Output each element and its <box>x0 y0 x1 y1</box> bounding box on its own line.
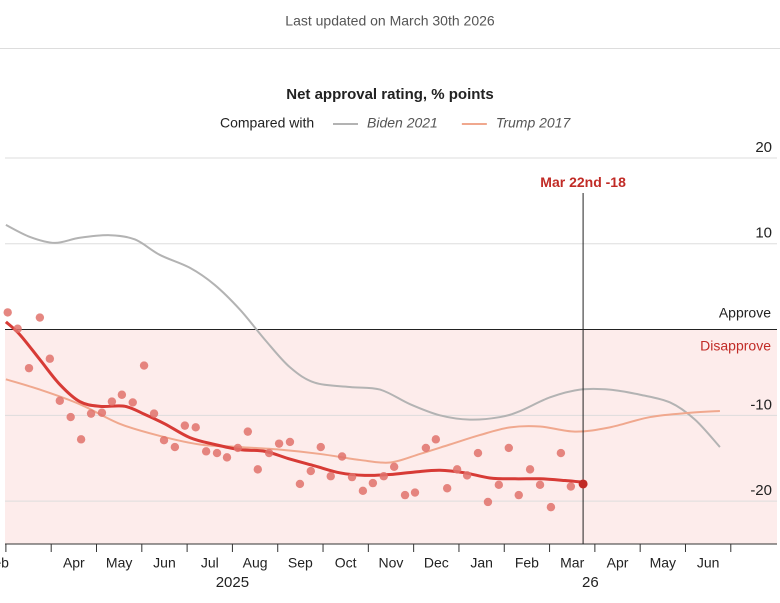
x-tick-label: Feb <box>0 555 9 571</box>
poll-dot <box>222 453 232 462</box>
y-tick-label: -20 <box>750 482 772 499</box>
x-tick-label: Aug <box>243 555 268 571</box>
poll-dot <box>86 409 96 418</box>
poll-dot <box>546 502 556 512</box>
poll-dot <box>97 408 107 417</box>
y-tick-label: -10 <box>750 396 772 413</box>
poll-dot <box>107 397 117 406</box>
poll-dot <box>3 308 12 317</box>
poll-dot <box>316 442 325 452</box>
x-tick-label: Jul <box>201 555 219 571</box>
poll-dot <box>233 443 243 453</box>
legend: Biden 2021 Trump 2017 <box>333 115 572 131</box>
poll-dot <box>337 452 347 461</box>
comparison-line <box>5 378 720 464</box>
poll-dot <box>55 396 65 405</box>
comparison-line <box>5 224 721 448</box>
annotation-date: Mar 22nd <box>540 174 601 190</box>
poll-dot <box>117 390 127 399</box>
y-tick-label: 20 <box>755 139 772 156</box>
poll-dot <box>379 472 388 481</box>
x-tick-label: Nov <box>379 555 404 571</box>
x-tick-label: May <box>106 555 132 571</box>
poll-dot <box>358 486 368 496</box>
poll-dot <box>128 398 137 407</box>
poll-dot <box>483 497 493 507</box>
poll-dot <box>139 361 149 370</box>
poll-dot <box>431 435 441 444</box>
poll-dot <box>212 448 222 458</box>
x-tick-label: Mar <box>560 555 584 571</box>
poll-dot <box>326 472 335 481</box>
legend-label: Trump 2017 <box>496 115 572 131</box>
annotation-dot <box>578 479 588 489</box>
poll-dot <box>452 465 462 474</box>
poll-dot <box>76 435 86 444</box>
approve-label: Approve <box>719 304 771 320</box>
poll-dot <box>421 443 431 453</box>
poll-dot <box>243 427 253 436</box>
disapprove-label: Disapprove <box>700 337 771 353</box>
poll-dot <box>525 465 535 474</box>
poll-dot <box>306 466 315 476</box>
y-tick-label: 10 <box>755 225 772 242</box>
disapprove-area <box>5 329 777 544</box>
poll-dot <box>274 439 284 448</box>
poll-dot <box>45 354 55 363</box>
poll-dot <box>13 324 22 333</box>
poll-dot <box>442 484 452 493</box>
legend-label: Biden 2021 <box>367 115 438 131</box>
poll-dot <box>170 442 180 452</box>
poll-dot <box>201 447 211 456</box>
x-tick-label: Oct <box>335 555 357 571</box>
poll-dot <box>159 436 169 445</box>
poll-dot <box>535 480 545 490</box>
poll-dot <box>180 421 190 430</box>
poll-dot <box>514 490 523 500</box>
poll-dot <box>400 490 410 500</box>
poll-dot <box>410 488 420 497</box>
poll-dot <box>264 448 274 458</box>
annotation-label: Mar 22nd -18 <box>540 174 626 190</box>
x-year-label: 2025 <box>216 574 249 591</box>
poll-dot <box>504 443 513 453</box>
poll-dot <box>253 465 262 474</box>
legend-intro: Compared with <box>220 115 314 131</box>
x-tick-label: May <box>650 555 676 571</box>
x-tick-label: Sep <box>288 555 313 571</box>
poll-dot <box>24 363 34 373</box>
poll-dot <box>191 423 200 432</box>
updated-note: Last updated on March 30th 2026 <box>285 13 495 29</box>
poll-dot <box>149 409 159 418</box>
poll-dot <box>473 448 483 458</box>
poll-dot <box>285 437 295 447</box>
x-tick-label: Jun <box>697 555 720 571</box>
x-tick-label: Dec <box>424 555 449 571</box>
x-tick-label: Apr <box>607 555 629 571</box>
chart-title: Net approval rating, % points <box>286 86 494 103</box>
poll-dot <box>462 471 472 480</box>
poll-dot <box>368 478 378 488</box>
x-year-label: 26 <box>582 574 599 591</box>
rating-line <box>4 320 584 484</box>
annotation-value: -18 <box>606 174 626 190</box>
x-tick-label: Jan <box>470 555 493 571</box>
poll-dot <box>389 462 399 471</box>
poll-dot <box>494 480 504 490</box>
poll-dot <box>35 313 45 322</box>
x-tick-label: Apr <box>63 555 85 571</box>
poll-dot <box>66 412 75 422</box>
x-tick-label: Feb <box>515 555 539 571</box>
poll-dot <box>556 448 566 458</box>
poll-dot <box>566 482 576 491</box>
poll-dot <box>295 479 305 489</box>
poll-dot <box>347 472 357 482</box>
x-tick-label: Jun <box>153 555 176 571</box>
